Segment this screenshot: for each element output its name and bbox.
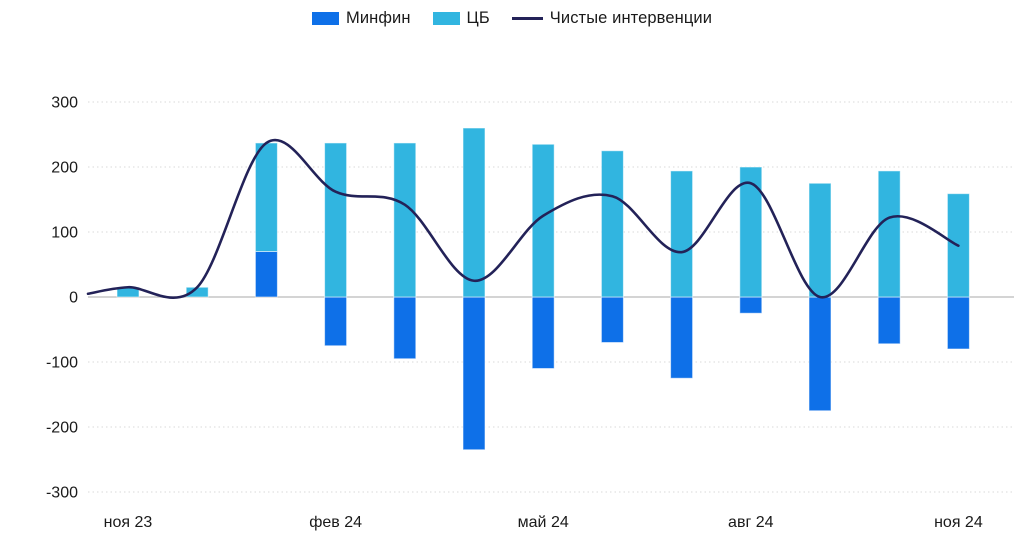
x-tick-label: май 24 bbox=[518, 514, 569, 531]
net-interventions-line bbox=[86, 138, 960, 299]
legend-item-minfin: Минфин bbox=[311, 9, 411, 28]
bar-segment-cb bbox=[393, 142, 417, 298]
legend-item-net-interventions: Чистые интервенции bbox=[511, 9, 713, 28]
bar-segment-cb bbox=[670, 170, 694, 298]
bar-segment-minfin bbox=[462, 296, 486, 451]
y-tick-label: -200 bbox=[46, 420, 78, 437]
bar-segment-cb bbox=[877, 170, 901, 298]
y-tick-label: 100 bbox=[51, 225, 78, 242]
bar-segment-cb bbox=[462, 127, 486, 298]
y-tick-label: -100 bbox=[46, 355, 78, 372]
y-tick-label: -300 bbox=[46, 485, 78, 502]
legend-item-cb: ЦБ bbox=[432, 9, 490, 28]
y-tick-label: 300 bbox=[51, 95, 78, 112]
bar-segment-minfin bbox=[877, 296, 901, 345]
x-tick-label: ноя 23 bbox=[104, 514, 153, 531]
bar-segment-cb bbox=[531, 143, 555, 298]
bar-segment-cb bbox=[324, 142, 348, 298]
line-swatch-icon bbox=[511, 17, 543, 20]
bar-segment-minfin bbox=[946, 296, 970, 350]
y-tick-label: 200 bbox=[51, 160, 78, 177]
x-tick-label: ноя 24 bbox=[934, 514, 983, 531]
x-tick-label: авг 24 bbox=[728, 514, 774, 531]
bar-segment-minfin bbox=[600, 296, 624, 343]
cb-swatch-icon bbox=[432, 12, 460, 25]
bar-segment-cb bbox=[600, 150, 624, 298]
legend: Минфин ЦБ Чистые интервенции bbox=[0, 9, 1024, 28]
bar-segment-cb bbox=[254, 142, 278, 252]
bar-segment-minfin bbox=[739, 296, 763, 314]
bar-segment-minfin bbox=[531, 296, 555, 369]
bar-segment-minfin bbox=[670, 296, 694, 379]
legend-label-net-interventions: Чистые интервенции bbox=[549, 9, 713, 27]
bar-segment-minfin bbox=[393, 296, 417, 360]
bar-segment-minfin bbox=[254, 251, 278, 298]
bar-segment-minfin bbox=[808, 296, 832, 412]
legend-label-cb: ЦБ bbox=[466, 9, 490, 27]
x-tick-label: фев 24 bbox=[309, 514, 362, 531]
legend-label-minfin: Минфин bbox=[345, 9, 411, 27]
bar-segment-minfin bbox=[324, 296, 348, 347]
bar-segment-cb bbox=[808, 182, 832, 298]
bar-segment-cb bbox=[739, 166, 763, 298]
minfin-swatch-icon bbox=[311, 12, 339, 25]
y-tick-label: 0 bbox=[69, 290, 78, 307]
